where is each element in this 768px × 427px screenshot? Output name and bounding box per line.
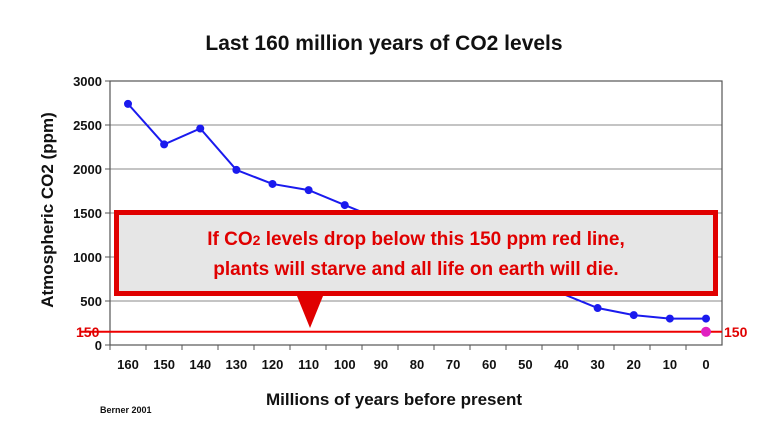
- callout-pointer-arrow: [297, 296, 323, 328]
- chart-title: Last 160 million years of CO2 levels: [205, 32, 563, 55]
- y-tick-label: 1500: [73, 206, 102, 221]
- threshold-label-right: 150: [724, 324, 748, 340]
- x-tick-label: 100: [334, 357, 356, 372]
- x-axis-label: Millions of years before present: [266, 390, 523, 409]
- y-tick-label: 2500: [73, 118, 102, 133]
- x-tick-label: 10: [663, 357, 677, 372]
- data-point: [340, 201, 349, 210]
- source-note: Berner 2001: [100, 405, 152, 415]
- x-tick-label: 120: [262, 357, 284, 372]
- data-point: [160, 140, 169, 149]
- x-tick-label: 30: [590, 357, 604, 372]
- plot-frame: [109, 80, 723, 346]
- data-point: [665, 314, 674, 323]
- data-point: [304, 186, 313, 195]
- data-point: [196, 124, 205, 133]
- data-point: [268, 179, 277, 188]
- x-tick-label: 140: [189, 357, 211, 372]
- data-point: [124, 99, 132, 108]
- data-point: [702, 314, 710, 323]
- x-tick-label: 50: [518, 357, 532, 372]
- x-tick-label: 0: [702, 357, 709, 372]
- x-tick-label: 70: [446, 357, 460, 372]
- y-tick-label: 3000: [73, 74, 102, 89]
- callout-line-1: If CO2 levels drop below this 150 ppm re…: [207, 229, 625, 250]
- y-tick-label: 1000: [73, 250, 102, 265]
- y-axis-label: Atmospheric CO2 (ppm): [38, 112, 57, 308]
- data-point: [593, 304, 602, 313]
- y-tick-label: 2000: [73, 162, 102, 177]
- y-tick-label: 0: [95, 338, 102, 353]
- threshold-label-left: 150: [76, 324, 100, 340]
- threshold-point: [701, 326, 711, 337]
- x-tick-label: 90: [374, 357, 388, 372]
- x-tick-label: 60: [482, 357, 496, 372]
- x-tick-label: 150: [153, 357, 175, 372]
- y-tick-label: 500: [80, 294, 102, 309]
- x-tick-label: 160: [117, 357, 139, 372]
- data-point: [629, 311, 638, 320]
- x-tick-label: 20: [627, 357, 641, 372]
- callout-line-2: plants will starve and all life on earth…: [213, 259, 619, 280]
- x-tick-label: 80: [410, 357, 424, 372]
- x-tick-label: 40: [554, 357, 568, 372]
- data-point: [232, 165, 241, 174]
- x-tick-label: 130: [226, 357, 248, 372]
- x-tick-label: 110: [298, 357, 319, 372]
- warning-callout: If CO2 levels drop below this 150 ppm re…: [114, 210, 718, 296]
